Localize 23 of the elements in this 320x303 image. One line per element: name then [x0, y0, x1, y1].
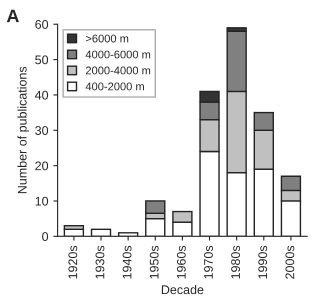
y-tick-label: 10 — [36, 196, 48, 206]
y-axis-title: Number of publications — [17, 66, 30, 194]
legend-label: 4000-6000 m — [86, 50, 150, 58]
x-tick-label: 1970s — [204, 246, 213, 278]
x-tick-label: 1950s — [150, 246, 159, 278]
legend-label: 400-2000 m — [86, 82, 144, 90]
x-tick-label: 1920s — [68, 246, 78, 278]
y-tick-label: 40 — [34, 90, 48, 100]
x-tick-label: 1940s — [122, 246, 132, 278]
legend-label: >6000 m — [86, 34, 128, 42]
y-tick-label: 0 — [42, 232, 48, 241]
x-tick-label: 1980s — [231, 246, 240, 278]
legend-label: 2000-4000 m — [86, 66, 150, 74]
y-tick-label: 20 — [35, 161, 48, 170]
x-tick-label: 1960s — [176, 246, 186, 278]
y-tick-label: 60 — [35, 20, 48, 29]
x-tick-label: 2000s — [285, 246, 294, 279]
y-tick-label: 30 — [35, 126, 48, 135]
x-axis-title: Decade — [162, 284, 204, 294]
y-tick-label: 50 — [35, 55, 48, 64]
x-tick-label: 1990s — [258, 246, 268, 278]
x-tick-label: 1930s — [96, 246, 104, 278]
text: A — [6, 10, 19, 22]
